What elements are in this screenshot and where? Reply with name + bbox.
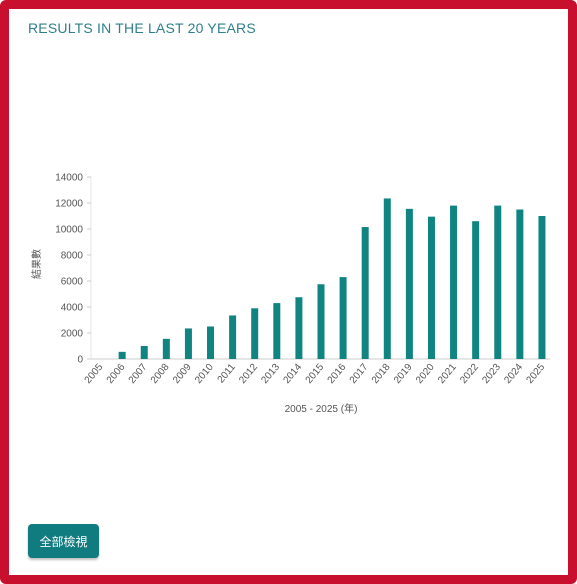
x-tick-label: 2023 [480,362,503,386]
view-all-button[interactable]: 全部檢視 [28,524,99,558]
x-tick-label: 2021 [436,362,459,386]
x-tick-label: 2012 [237,362,260,386]
bar-2012[interactable] [251,308,259,359]
bar-2022[interactable] [472,221,480,359]
x-tick-label: 2022 [458,362,481,386]
bar-2019[interactable] [405,208,413,359]
x-tick-label: 2019 [392,362,415,386]
y-axis-title: 結果數 [30,249,43,279]
y-tick-label: 14000 [55,173,83,184]
bar-2025[interactable] [538,216,546,359]
bar-2021[interactable] [450,205,458,359]
x-tick-label: 2016 [326,362,349,386]
bar-2024[interactable] [516,209,524,360]
bar-2014[interactable] [295,297,303,359]
x-tick-label: 2010 [193,362,216,386]
y-tick-label: 4000 [61,303,84,314]
x-tick-label: 2005 [83,362,106,386]
x-tick-label: 2008 [149,362,172,386]
card-title: RESULTS IN THE LAST 20 YEARS [28,20,256,36]
y-tick-label: 2000 [61,329,84,340]
y-tick-label: 10000 [55,225,83,236]
bar-2010[interactable] [207,326,215,360]
bar-2016[interactable] [339,277,347,359]
bar-2008[interactable] [162,338,170,359]
bar-2023[interactable] [494,205,502,359]
bar-2020[interactable] [427,216,435,359]
bar-2007[interactable] [140,346,148,359]
x-tick-label: 2024 [502,362,525,386]
bars [118,198,546,360]
x-tick-label: 2025 [525,362,548,386]
x-tick-label: 2006 [105,362,128,386]
y-axis: 0 2000 4000 6000 8000 10000 12000 14000 [55,173,92,366]
bar-2017[interactable] [361,227,369,359]
x-tick-label: 2018 [370,362,393,386]
x-tick-label: 2007 [127,362,150,386]
x-tick-label: 2009 [171,362,194,386]
bar-2011[interactable] [229,315,237,359]
bar-2009[interactable] [184,328,192,359]
x-axis-title: 2005 - 2025 (年) [285,402,358,415]
y-tick-label: 6000 [61,277,84,288]
bar-2006[interactable] [118,351,126,359]
bar-2015[interactable] [317,284,325,359]
x-tick-label: 2015 [304,362,327,386]
x-tick-label: 2017 [348,362,371,386]
bar-2018[interactable] [383,198,391,359]
x-tick-label: 2011 [216,362,239,386]
x-axis: 2005 2006 2007 2008 2009 2010 2011 2012 2013 2014… [83,358,550,386]
x-tick-label: 2020 [414,362,437,386]
y-tick-label: 12000 [55,199,83,210]
x-tick-label: 2014 [281,362,304,386]
y-tick-label: 0 [77,355,83,366]
x-tick-label: 2013 [259,362,282,386]
bar-2013[interactable] [273,303,281,359]
y-tick-label: 8000 [61,251,84,262]
